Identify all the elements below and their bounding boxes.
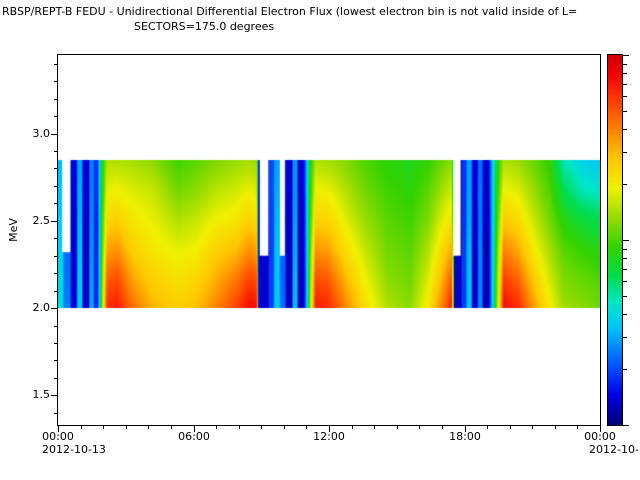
plot-title: RBSP/REPT-B FEDU - Unidirectional Differ… <box>2 5 578 18</box>
x-minor-tick <box>487 426 488 429</box>
x-minor-tick <box>577 426 578 429</box>
x-major-tick <box>329 426 330 432</box>
colorbar-minor-tick <box>623 249 627 250</box>
y-minor-tick <box>54 151 57 152</box>
y-minor-tick <box>54 203 57 204</box>
y-minor-tick <box>54 360 57 361</box>
colorbar-major-tick <box>623 240 629 241</box>
x-minor-tick <box>284 426 285 429</box>
y-minor-tick <box>54 186 57 187</box>
x-minor-tick <box>352 426 353 429</box>
y-minor-tick <box>54 413 57 414</box>
x-axis-date-left: 2012-10-13 <box>42 443 106 456</box>
y-tick-label: 2.0 <box>32 301 51 314</box>
colorbar-minor-tick <box>623 64 627 65</box>
colorbar-minor-tick <box>623 281 627 282</box>
x-minor-tick <box>103 426 104 429</box>
colorbar-major-tick <box>623 55 629 56</box>
x-minor-tick <box>442 426 443 429</box>
y-major-tick <box>51 308 57 309</box>
colorbar-border <box>607 54 623 426</box>
y-minor-tick <box>54 256 57 257</box>
y-axis-label: MeV <box>7 218 20 242</box>
y-tick-label: 3.0 <box>32 127 51 140</box>
x-tick-label: 18:00 <box>449 430 481 443</box>
x-tick-label: 12:00 <box>313 430 345 443</box>
x-minor-tick <box>532 426 533 429</box>
y-major-tick <box>51 221 57 222</box>
colorbar-minor-tick <box>623 314 627 315</box>
colorbar <box>608 55 622 425</box>
y-minor-tick <box>54 238 57 239</box>
colorbar-minor-tick <box>623 337 627 338</box>
colorbar-minor-tick <box>623 184 627 185</box>
colorbar-minor-tick <box>623 111 627 112</box>
spectrogram-canvas <box>58 55 600 425</box>
x-minor-tick <box>555 426 556 429</box>
y-minor-tick <box>54 99 57 100</box>
y-tick-label: 1.5 <box>32 388 51 401</box>
y-major-tick <box>51 395 57 396</box>
y-minor-tick <box>54 378 57 379</box>
x-major-tick <box>600 426 601 432</box>
x-minor-tick <box>261 426 262 429</box>
x-minor-tick <box>81 426 82 429</box>
x-minor-tick <box>510 426 511 429</box>
x-minor-tick <box>171 426 172 429</box>
x-tick-label: 06:00 <box>178 430 210 443</box>
y-minor-tick <box>54 273 57 274</box>
y-minor-tick <box>54 326 57 327</box>
x-minor-tick <box>306 426 307 429</box>
x-minor-tick <box>148 426 149 429</box>
y-minor-tick <box>54 81 57 82</box>
colorbar-minor-tick <box>623 73 627 74</box>
y-minor-tick <box>54 116 57 117</box>
x-minor-tick <box>126 426 127 429</box>
y-tick-label: 2.5 <box>32 214 51 227</box>
x-major-tick <box>194 426 195 432</box>
x-axis-date-right: 2012-10-14 <box>589 443 640 456</box>
colorbar-minor-tick <box>623 269 627 270</box>
y-major-tick <box>51 134 57 135</box>
y-minor-tick <box>54 343 57 344</box>
colorbar-minor-tick <box>623 152 627 153</box>
y-minor-tick <box>54 168 57 169</box>
x-major-tick <box>58 426 59 432</box>
plot-subtitle: SECTORS=175.0 degrees <box>134 20 275 33</box>
x-major-tick <box>465 426 466 432</box>
colorbar-minor-tick <box>623 96 627 97</box>
y-minor-tick <box>54 291 57 292</box>
colorbar-minor-tick <box>623 258 627 259</box>
x-minor-tick <box>216 426 217 429</box>
x-minor-tick <box>239 426 240 429</box>
colorbar-minor-tick <box>623 84 627 85</box>
colorbar-minor-tick <box>623 296 627 297</box>
x-minor-tick <box>374 426 375 429</box>
x-tick-label: 00:00 <box>42 430 74 443</box>
y-minor-tick <box>54 64 57 65</box>
x-tick-label: 00:00 <box>584 430 616 443</box>
colorbar-minor-tick <box>623 369 627 370</box>
x-minor-tick <box>397 426 398 429</box>
colorbar-major-tick <box>623 425 629 426</box>
x-minor-tick <box>419 426 420 429</box>
plot-border <box>57 54 601 426</box>
colorbar-minor-tick <box>623 129 627 130</box>
